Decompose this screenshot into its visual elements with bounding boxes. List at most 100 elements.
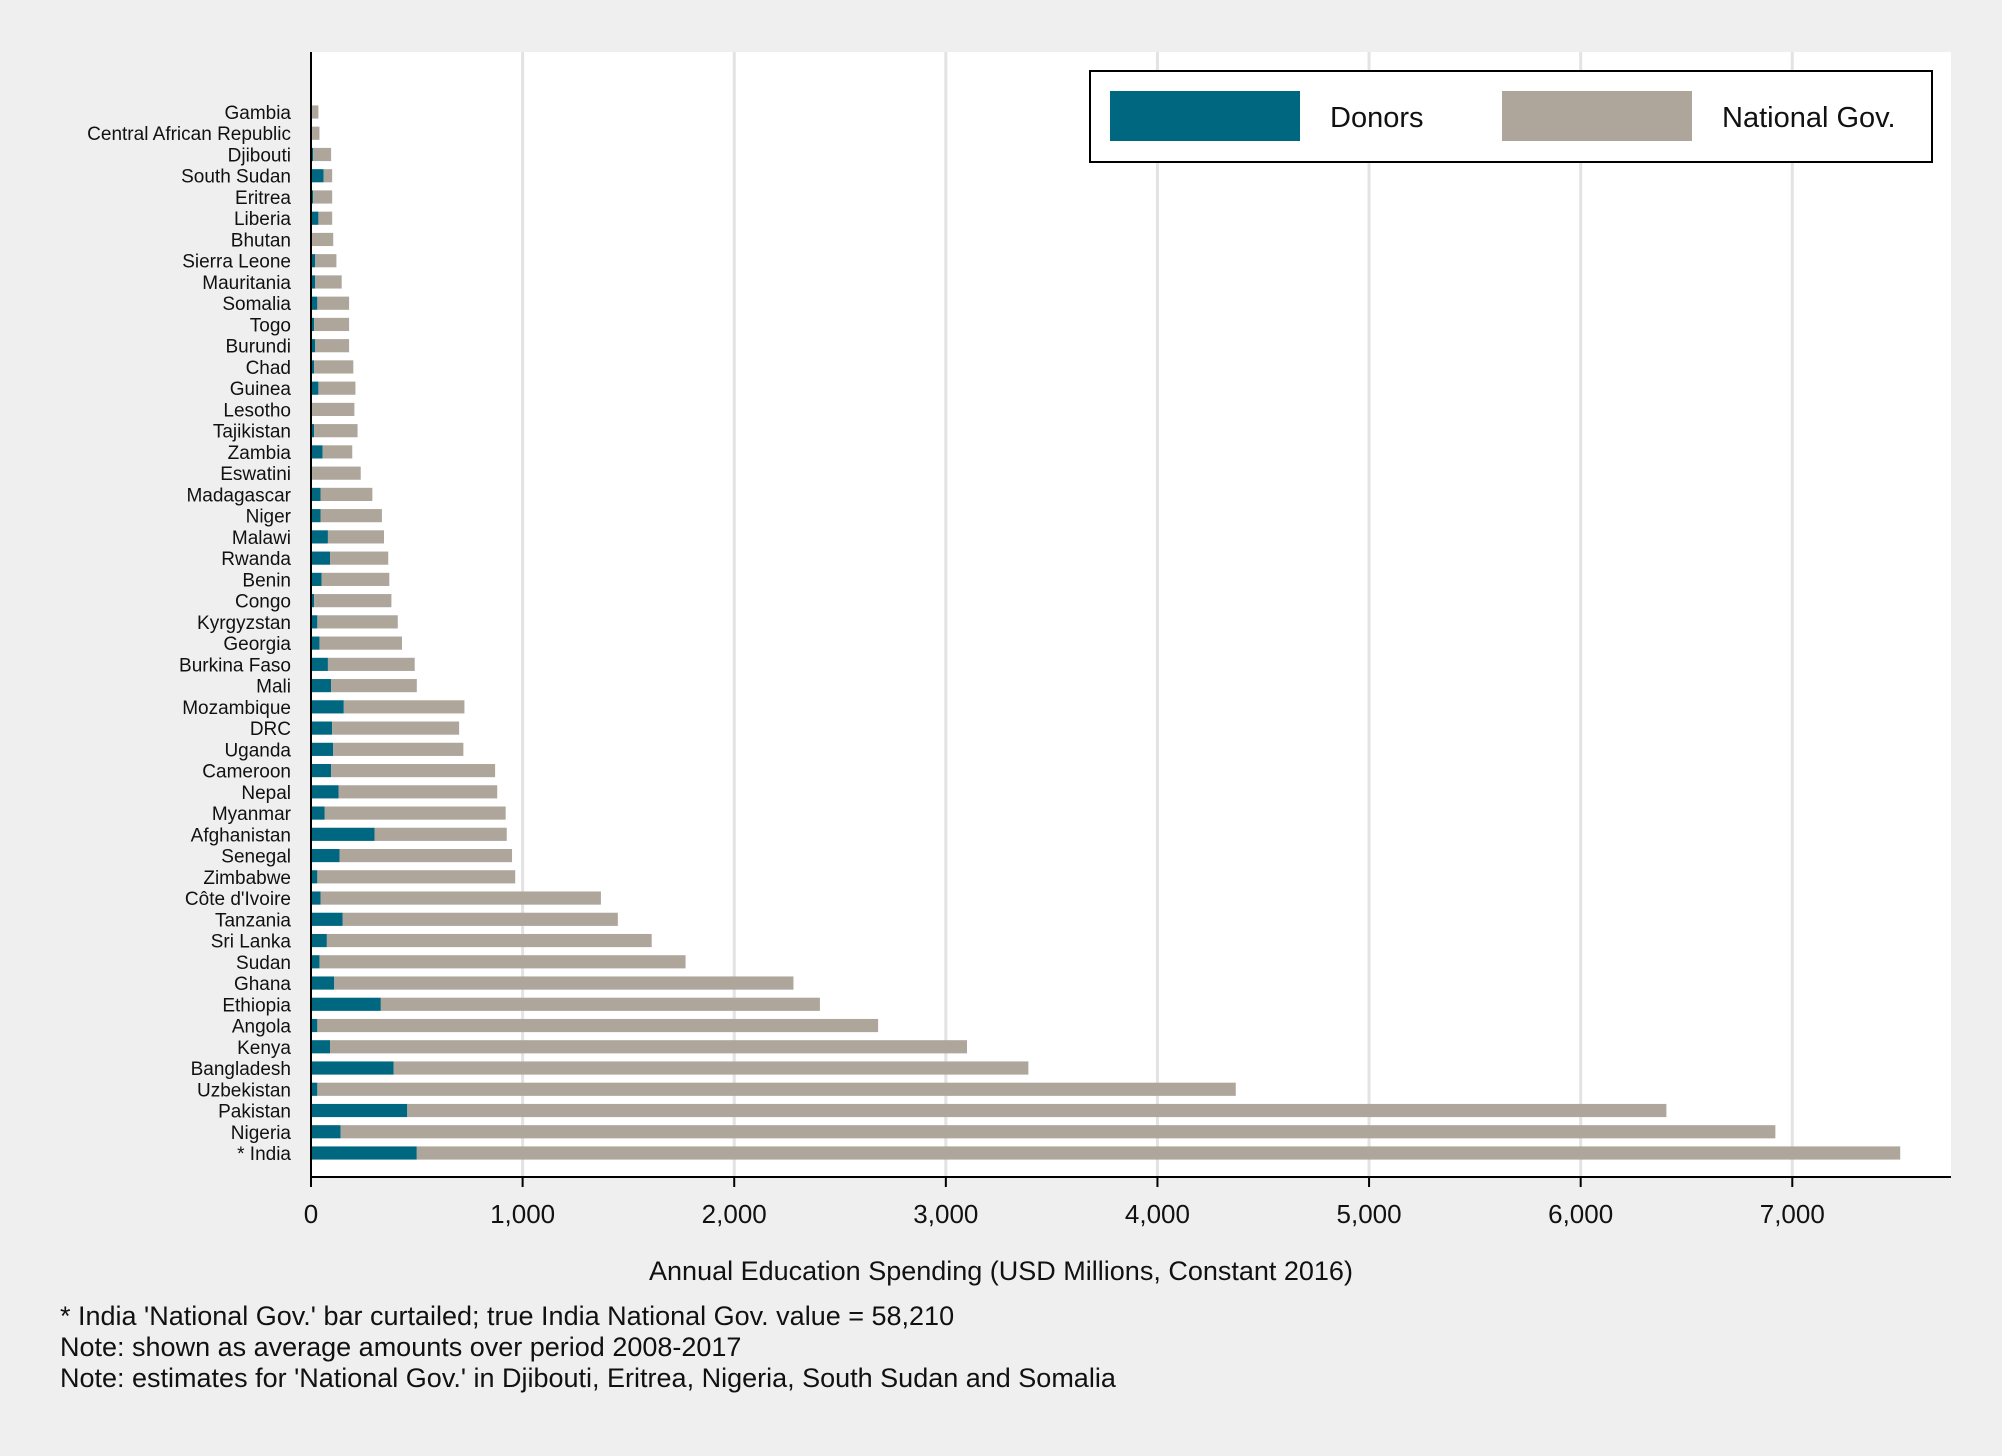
- bar-donors: [311, 827, 375, 841]
- bar-national-gov: [312, 466, 361, 480]
- bar-donors: [311, 976, 335, 990]
- category-label: Angola: [232, 1017, 292, 1038]
- bar-national-gov: [332, 721, 460, 735]
- bar-national-gov: [327, 530, 385, 544]
- bar-donors: [311, 764, 332, 778]
- category-label: Cameroon: [202, 762, 291, 783]
- bar-national-gov: [330, 551, 389, 565]
- bar-national-gov: [317, 615, 398, 629]
- bar-national-gov: [321, 572, 390, 586]
- category-label: Benin: [242, 570, 291, 591]
- category-label: Georgia: [223, 634, 291, 655]
- x-tick-label: 7,000: [1760, 1199, 1825, 1229]
- chart-notes: * India 'National Gov.' bar curtailed; t…: [60, 1301, 1116, 1394]
- note-india-curtailed: * India 'National Gov.' bar curtailed; t…: [60, 1301, 955, 1331]
- bar-donors: [311, 912, 343, 926]
- x-tick-label: 0: [304, 1199, 318, 1229]
- category-label: Nigeria: [231, 1123, 292, 1144]
- bar-donors: [311, 487, 321, 501]
- bar-donors: [311, 1103, 408, 1118]
- x-tick-label: 5,000: [1337, 1199, 1402, 1229]
- bar-national-gov: [374, 827, 507, 841]
- category-label: Somalia: [222, 294, 291, 315]
- bar-national-gov: [314, 360, 354, 374]
- x-axis-title: Annual Education Spending (USD Millions,…: [649, 1256, 1353, 1286]
- bar-donors: [311, 296, 318, 310]
- category-label: Ghana: [234, 974, 291, 995]
- category-label: Kenya: [237, 1038, 291, 1059]
- bar-donors: [311, 530, 328, 544]
- bar-national-gov: [393, 1061, 1029, 1075]
- bar-national-gov: [326, 933, 652, 948]
- bar-donors: [311, 190, 314, 204]
- category-label: Chad: [246, 358, 291, 379]
- category-label: Côte d'Ivoire: [185, 889, 291, 910]
- bar-national-gov: [333, 742, 464, 756]
- category-label: Rwanda: [221, 549, 291, 570]
- bars: [311, 105, 1901, 1160]
- category-label: Niger: [246, 507, 292, 528]
- bar-national-gov: [314, 317, 350, 332]
- bar-national-gov: [317, 1082, 1236, 1096]
- category-label: Uzbekistan: [197, 1080, 291, 1101]
- bar-national-gov: [338, 785, 498, 799]
- bar-national-gov: [319, 636, 402, 650]
- bar-donors: [311, 594, 315, 608]
- category-label: Afghanistan: [191, 825, 291, 846]
- bar-donors: [311, 509, 321, 523]
- bar-national-gov: [324, 806, 506, 820]
- bar-donors: [311, 572, 322, 586]
- bar-national-gov: [323, 169, 333, 183]
- bar-national-gov: [320, 487, 373, 501]
- category-label: Tajikistan: [213, 422, 291, 443]
- bar-donors: [311, 933, 327, 948]
- bar-donors: [311, 1082, 318, 1096]
- bar-national-gov: [334, 976, 794, 990]
- bar-national-gov: [314, 594, 392, 608]
- category-label: Sudan: [236, 953, 291, 974]
- bar-donors: [311, 700, 344, 714]
- category-label: Eswatini: [220, 464, 291, 485]
- bar-national-gov: [342, 912, 618, 926]
- bar-donors: [311, 848, 340, 863]
- category-label: Gambia: [224, 103, 291, 124]
- bar-national-gov: [312, 126, 320, 140]
- category-label: Senegal: [221, 847, 291, 868]
- gridlines: [521, 52, 1794, 1177]
- category-label: Burkina Faso: [179, 655, 291, 676]
- bar-donors: [311, 742, 334, 756]
- legend-label-national-gov: National Gov.: [1722, 102, 1896, 134]
- category-label: * India: [237, 1144, 291, 1165]
- bar-donors: [311, 275, 316, 289]
- bar-donors: [311, 615, 318, 629]
- category-label: South Sudan: [181, 167, 291, 188]
- bar-national-gov: [380, 997, 820, 1011]
- bar-national-gov: [320, 509, 382, 523]
- bar-donors: [311, 339, 316, 353]
- category-label: Zambia: [228, 443, 292, 464]
- category-label: Mauritania: [202, 273, 291, 294]
- bar-donors: [311, 721, 333, 735]
- note-estimates: Note: estimates for 'National Gov.' in D…: [60, 1363, 1116, 1393]
- category-label: Liberia: [234, 209, 291, 230]
- category-label: Mali: [256, 677, 291, 698]
- x-tick-label: 1,000: [490, 1199, 555, 1229]
- legend-swatch-donors: [1110, 91, 1300, 141]
- category-label: Lesotho: [223, 400, 291, 421]
- note-average-period: Note: shown as average amounts over peri…: [60, 1332, 742, 1362]
- bar-donors: [311, 1018, 318, 1033]
- legend-label-donors: Donors: [1330, 102, 1424, 134]
- bar-donors: [311, 955, 320, 969]
- bar-donors: [311, 679, 332, 693]
- bar-national-gov: [343, 700, 465, 714]
- bar-donors: [311, 636, 320, 650]
- bar-national-gov: [317, 296, 350, 310]
- category-label: Djibouti: [228, 145, 291, 166]
- bar-national-gov: [331, 764, 496, 778]
- category-label: Mozambique: [182, 698, 291, 719]
- bar-national-gov: [340, 1125, 1776, 1139]
- bar-donors: [311, 551, 331, 565]
- category-label: Malawi: [232, 528, 291, 549]
